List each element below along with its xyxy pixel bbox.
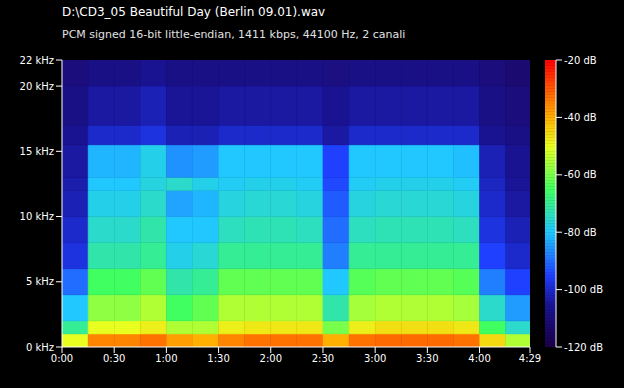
svg-text:2:00: 2:00: [260, 353, 282, 364]
svg-text:4:00: 4:00: [468, 353, 490, 364]
html-text:PCM signed 16-bit little-endia: PCM signed 16-bit little-endian, 1411 kb…: [62, 28, 406, 41]
html-text:D:\CD3_05 Beautiful Day (Berli: D:\CD3_05 Beautiful Day (Berlin 09.01).w…: [62, 5, 326, 19]
svg-text:0 kHz: 0 kHz: [26, 342, 54, 353]
svg-text:-40 dB: -40 dB: [564, 112, 597, 123]
svg-text:-120 dB: -120 dB: [564, 342, 603, 353]
svg-text:10 kHz: 10 kHz: [20, 211, 54, 222]
svg-text:0:30: 0:30: [103, 353, 125, 364]
svg-text:-20 dB: -20 dB: [564, 55, 597, 66]
svg-text:2:30: 2:30: [312, 353, 334, 364]
svg-text:3:00: 3:00: [364, 353, 386, 364]
svg-text:3:30: 3:30: [416, 353, 438, 364]
svg-text:1:30: 1:30: [207, 353, 229, 364]
svg-text:4:29: 4:29: [519, 353, 541, 364]
svg-text:15 kHz: 15 kHz: [20, 146, 54, 157]
svg-text:-80 dB: -80 dB: [564, 227, 597, 238]
svg-text:0:00: 0:00: [51, 353, 73, 364]
svg-text:-60 dB: -60 dB: [564, 169, 597, 180]
svg-text:5 kHz: 5 kHz: [26, 276, 54, 287]
svg-text:20 kHz: 20 kHz: [20, 81, 54, 92]
svg-text:22 kHz: 22 kHz: [20, 55, 54, 66]
svg-text:1:00: 1:00: [155, 353, 177, 364]
svg-text:-100 dB: -100 dB: [564, 284, 603, 295]
